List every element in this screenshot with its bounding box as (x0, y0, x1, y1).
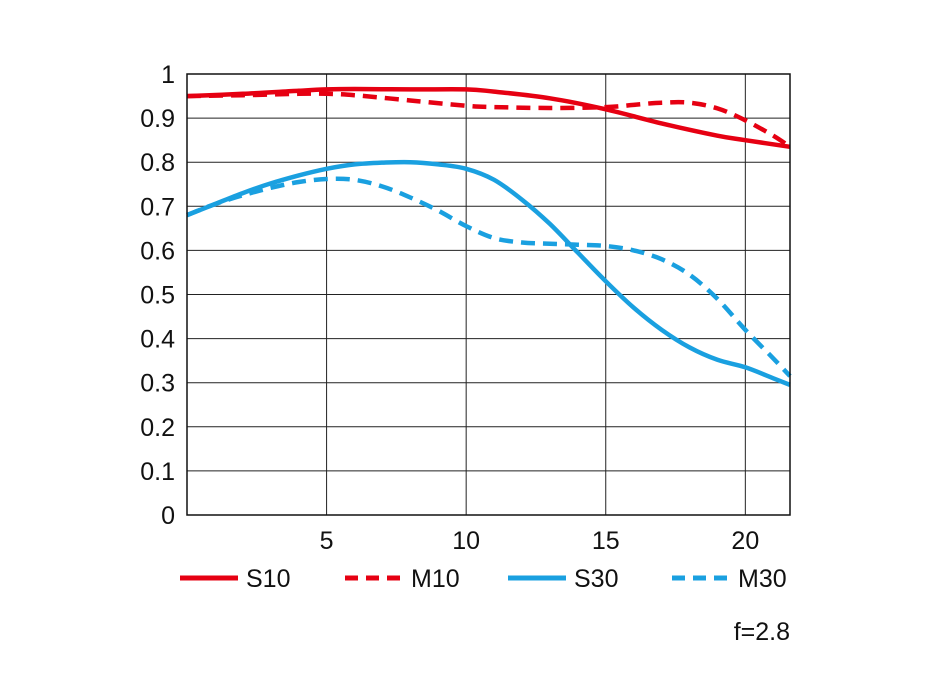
y-tick-label: 0.9 (140, 105, 175, 133)
series-line-s10 (186, 86, 791, 150)
y-tick-label: 0.1 (140, 458, 175, 486)
x-tick-label: 20 (731, 527, 759, 555)
y-tick-label: 0.6 (140, 237, 175, 265)
x-tick-label: 5 (320, 527, 334, 555)
y-tick-label: 1 (161, 61, 175, 89)
y-tick-label: 0.5 (140, 282, 175, 310)
y-tick-label: 0 (161, 502, 175, 530)
x-tick-label: 15 (592, 527, 620, 555)
legend: S10 M10 S30 M30 (180, 565, 787, 593)
legend-item-m10: M10 (345, 565, 460, 593)
y-tick-label: 0.3 (140, 370, 175, 398)
series-line-m10 (186, 91, 792, 149)
legend-label: M30 (738, 565, 787, 593)
x-tick-labels: 5 10 15 20 (320, 527, 760, 555)
y-tick-label: 0.4 (140, 326, 175, 354)
y-tick-label: 0.7 (140, 193, 175, 221)
x-tick-label: 10 (452, 527, 480, 555)
series-lines (186, 86, 792, 387)
series-line-s30 (186, 159, 791, 387)
grid (187, 73, 790, 516)
plot-frame (186, 73, 791, 516)
legend-label: S30 (574, 565, 618, 593)
legend-item-m30: M30 (672, 565, 787, 593)
aperture-annotation: f=2.8 (734, 618, 790, 646)
y-tick-label: 0.8 (140, 149, 175, 177)
y-tick-labels: 0 0.1 0.2 0.3 0.4 0.5 0.6 0.7 0.8 0.9 1 (140, 61, 175, 530)
legend-label: S10 (246, 565, 290, 593)
y-tick-label: 0.2 (140, 414, 175, 442)
legend-item-s30: S30 (508, 565, 618, 593)
legend-label: M10 (411, 565, 460, 593)
series-line-m30 (186, 176, 792, 378)
legend-item-s10: S10 (180, 565, 290, 593)
